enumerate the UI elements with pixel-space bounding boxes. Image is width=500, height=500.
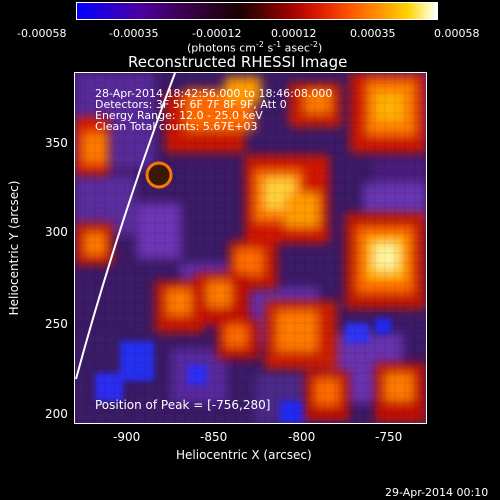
circular-feature [145,161,173,189]
x-tick-neg850: -850 [200,430,228,444]
colorbar-tick-2: -0.00035 [109,27,159,40]
y-tick-200: 200 [45,407,68,421]
plot-title: Reconstructed RHESSI Image [128,53,348,71]
info-line-3: Energy Range: 12.0 - 25.0 keV [95,109,263,122]
x-axis-label: Heliocentric X (arcsec) [176,448,312,462]
solar-limb-line [75,73,176,380]
info-line-1: 28-Apr-2014 18:42:56.000 to 18:46:08.000 [95,87,333,100]
info-line-2: Detectors: 3F 5F 6F 7F 8F 9F, Att 0 [95,98,287,111]
info-line-4: Clean Total counts: 5.67E+03 [95,120,258,133]
colorbar-tick-4: 0.00012 [271,27,317,40]
colorbar-tick-5: 0.00035 [350,27,396,40]
y-tick-250: 250 [45,317,68,331]
colorbar-units: (photons cm-2 s-1 asec-2) [187,40,323,55]
colorbar [76,2,438,20]
rhessi-image [75,73,426,423]
x-tick-neg750: -750 [375,430,403,444]
x-tick-neg900: -900 [113,430,141,444]
colorbar-tick-1: -0.00058 [17,27,67,40]
colorbar-tick-3: -0.00012 [192,27,242,40]
x-tick-neg800: -800 [288,430,316,444]
colorbar-tick-6: 0.00058 [434,27,480,40]
y-tick-300: 300 [45,225,68,239]
plot-area: 28-Apr-2014 18:42:56.000 to 18:46:08.000… [74,72,427,424]
footer-timestamp: 29-Apr-2014 00:10 [385,486,489,499]
peak-position-label: Position of Peak = [-756,280] [95,398,271,412]
y-tick-350: 350 [45,136,68,150]
y-axis-label: Heliocentric Y (arcsec) [7,180,21,316]
